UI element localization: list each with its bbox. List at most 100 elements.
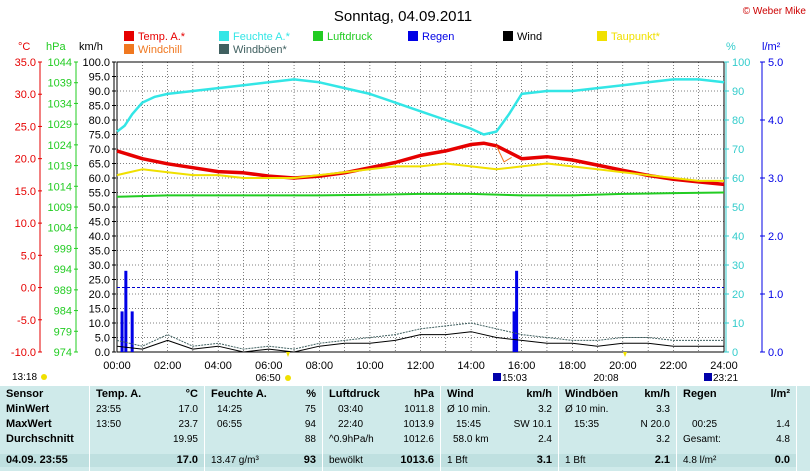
stats-gust-r3b: 3.2: [656, 434, 670, 445]
humidity-tick: 50: [732, 202, 744, 214]
stats-temp-min-time: 23:55: [96, 404, 122, 415]
time-tick: 14:00: [457, 360, 485, 372]
humidity-tick: 0: [732, 347, 738, 359]
pressure-tick: 1019: [48, 161, 72, 173]
wind-tick: 85.0: [89, 101, 110, 113]
rain-unit: l/m²: [762, 41, 781, 53]
stats-rain-r2b: 1.4: [776, 419, 790, 430]
copyright: © Weber Mike: [743, 6, 807, 17]
stats-press-current: 1013.6: [400, 454, 434, 466]
stats-wind-r1a: Ø 10 min.: [447, 404, 491, 415]
wind-tick: 30.0: [89, 260, 110, 272]
legend-swatch-7: [219, 44, 229, 54]
legend-label-0: Temp. A.*: [138, 31, 186, 43]
stats-wind-unit: km/h: [526, 388, 552, 400]
wind-tick: 70.0: [89, 144, 110, 156]
stats-hum-max: 94: [304, 419, 316, 430]
legend-swatch-0: [124, 31, 134, 41]
time-tick: 16:00: [508, 360, 536, 372]
wind-tick: 0.0: [95, 347, 110, 359]
stats-wind-current: 3.1: [536, 454, 552, 466]
humidity-tick: 40: [732, 231, 744, 243]
series-line-4: [495, 145, 512, 163]
sunrise-label: 06:50: [255, 373, 280, 384]
wind-tick: 90.0: [89, 86, 110, 98]
humidity-tick: 80: [732, 115, 744, 127]
stats-rain-r3b: 4.8: [776, 434, 790, 445]
stats-panel: Sensor MinWert MaxWert Durchschnitt 04.0…: [0, 386, 810, 471]
time-tick: 20:00: [609, 360, 637, 372]
humidity-unit: %: [726, 41, 736, 53]
legend-label-7: Windböen*: [233, 44, 288, 56]
series-line-6: [116, 331, 724, 353]
temp-tick: 5.0: [21, 250, 36, 262]
stats-temp-max-time: 13:50: [96, 419, 122, 430]
stats-wind-title: Wind: [447, 388, 474, 400]
pressure-tick: 1029: [48, 119, 72, 131]
stats-wind-r4a: 1 Bft: [447, 455, 468, 466]
humidity-tick: 90: [732, 86, 744, 98]
legend-label-3: Regen: [422, 31, 454, 43]
humidity-tick: 10: [732, 318, 744, 330]
stats-press-avg: 1012.6: [403, 434, 434, 445]
humidity-tick: 30: [732, 260, 744, 272]
pressure-tick: 1024: [48, 140, 72, 152]
stats-gust-r2a: 15:35: [574, 419, 600, 430]
temp-unit: °C: [18, 41, 30, 53]
series-line-0: [116, 141, 725, 187]
stats-temp-col: Temp. A. °C 23:55 17.0 13:50 23.7 19.95 17.…: [90, 386, 205, 471]
stats-wind-r1b: 3.2: [538, 404, 552, 415]
stats-hum-abs: 13.47 g/m³: [211, 455, 259, 466]
weather-chart: 35.0 30.0 25.0 20.0 15.0 10.0 5.0 0.0 -5.0 -10.0 1…: [10, 6, 807, 384]
stats-gust-unit: km/h: [644, 388, 670, 400]
stats-rain-unit: l/m²: [770, 388, 790, 400]
stats-rain-r4a: 4.8 l/m²: [683, 455, 717, 466]
stats-temp-min: 17.0: [178, 404, 198, 415]
legend-swatch-5: [597, 31, 607, 41]
legend-swatch-4: [503, 31, 513, 41]
pressure-tick: 994: [54, 264, 72, 276]
series-line-1: [116, 78, 725, 136]
stats-press-unit: hPa: [413, 388, 434, 400]
wind-tick: 10.0: [89, 318, 110, 330]
wind-tick: 15.0: [89, 304, 110, 316]
time-tick: 02:00: [154, 360, 182, 372]
stats-pressure-col: Luftdruck hPa 03:40 1011.8 22:40 1013.9 ^0.…: [323, 386, 441, 471]
wind-tick: 95.0: [89, 72, 110, 84]
sunset-marker: [623, 352, 627, 357]
humidity-tick: 70: [732, 144, 744, 156]
wind-tick: 55.0: [89, 188, 110, 200]
time-tick: 24:00: [710, 360, 738, 372]
stats-rain-current: 0.0: [774, 454, 790, 466]
stats-rain-r3a: Gesamt:: [683, 434, 721, 445]
stats-humidity-col: Feuchte A.% 14:25 75 06:55 94 88 13.47 g/m…: [205, 386, 323, 471]
moon-icon: [493, 373, 501, 381]
stats-rain-col: Regen l/m² 00:25 1.4 Gesamt: 4.8 4.8 l/m² 0.…: [677, 386, 797, 471]
wind-tick: 80.0: [89, 115, 110, 127]
wind-tick: 35.0: [89, 246, 110, 258]
stats-max-label: MaxWert: [6, 418, 52, 430]
stats-hum-current: 93: [303, 454, 316, 466]
stats-avg-label: Durchschnitt: [6, 433, 74, 445]
series-line-3: [116, 162, 724, 182]
stats-gusts-col: Windböen km/h Ø 10 min. 3.3 15:35 N 20.0 3.…: [559, 386, 677, 471]
humidity-tick: 20: [732, 289, 744, 301]
legend-swatch-1: [219, 31, 229, 41]
pressure-tick: 1034: [48, 98, 72, 110]
series-line-2: [116, 191, 725, 198]
rain-tick: 0.0: [768, 347, 783, 359]
sunrise-icon: [285, 375, 291, 381]
temp-tick: 15.0: [15, 186, 36, 198]
temp-tick: 10.0: [15, 218, 36, 230]
pressure-tick: 979: [54, 326, 72, 338]
legend-swatch-2: [313, 31, 323, 41]
legend-label-6: Windchill: [138, 44, 182, 56]
wind-unit: km/h: [79, 41, 103, 53]
temp-tick: 20.0: [15, 154, 36, 166]
pressure-tick: 974: [54, 347, 72, 359]
stats-wind-col: Wind km/h Ø 10 min. 3.2 15:45 SW 10.1 58.0 …: [441, 386, 559, 471]
wind-tick: 75.0: [89, 130, 110, 142]
stats-press-trend: ^0.9hPa/h: [329, 434, 374, 445]
time-tick: 00:00: [103, 360, 131, 372]
sunrise-marker: [286, 352, 290, 357]
